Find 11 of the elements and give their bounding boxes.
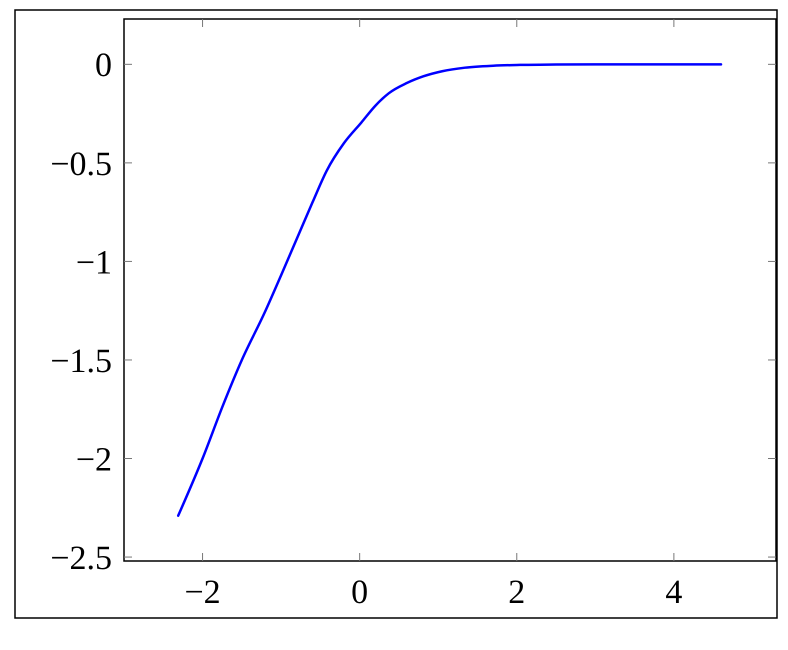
x-tick-label: 0 <box>351 574 368 611</box>
y-tick-label: −0.5 <box>50 146 112 183</box>
x-tick-label: 2 <box>508 574 526 611</box>
y-tick-label: −2 <box>76 441 112 478</box>
y-tick-label: 0 <box>95 47 112 84</box>
x-tick-label: −2 <box>184 574 221 611</box>
y-tick-label: −1.5 <box>50 342 112 380</box>
x-tick-label: 4 <box>665 574 682 611</box>
y-tick-label: −1 <box>76 244 112 282</box>
y-tick-label: −2.5 <box>50 540 112 577</box>
line-series <box>176 63 722 517</box>
